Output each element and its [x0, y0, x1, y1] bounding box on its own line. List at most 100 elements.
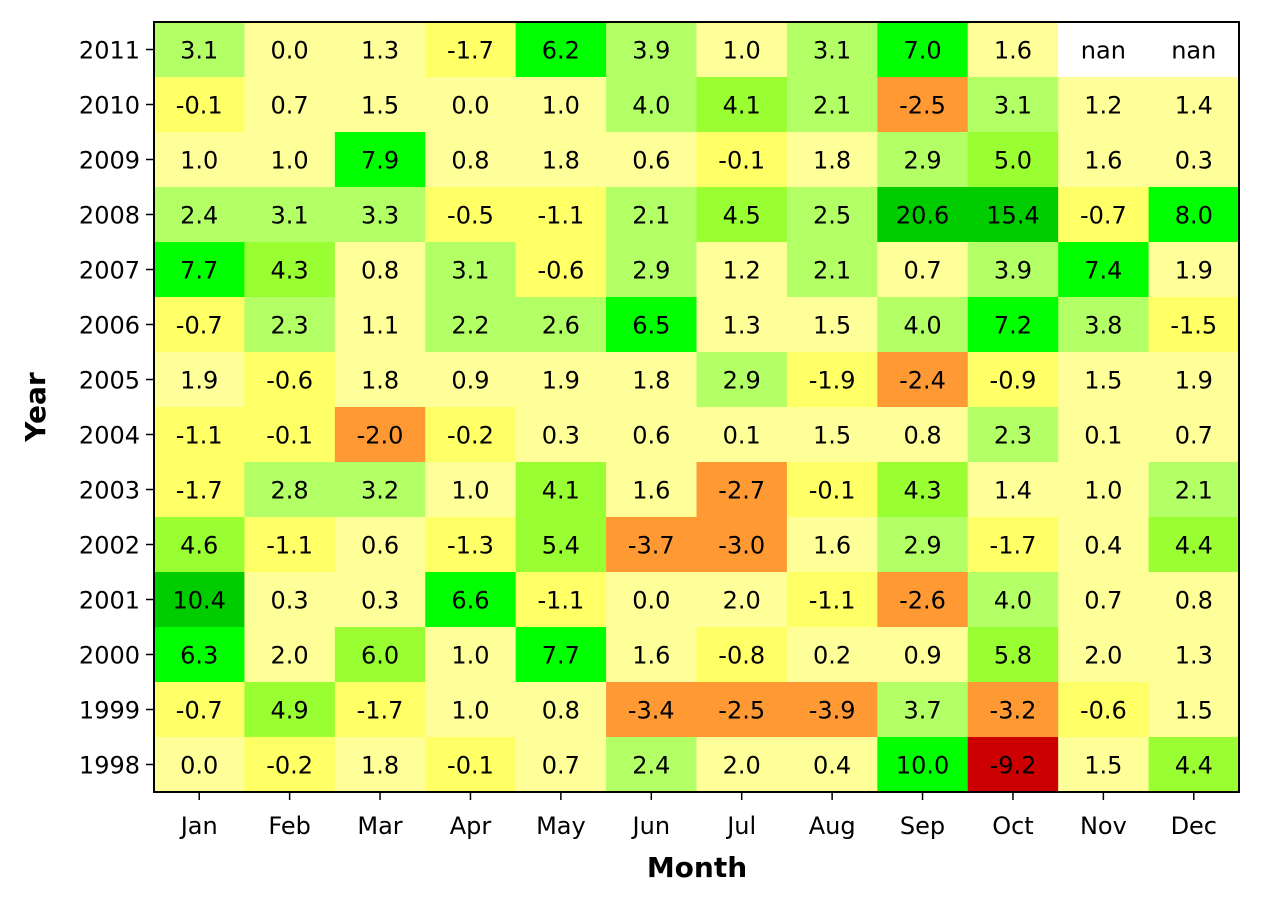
heatmap-cell — [1148, 352, 1240, 408]
cell-value-label: 3.3 — [361, 202, 399, 230]
cell-value-label: 1.6 — [994, 37, 1032, 65]
cell-value-label: 2.3 — [271, 312, 309, 340]
heatmap-cell — [696, 572, 788, 628]
cell-value-label: 0.7 — [903, 257, 941, 285]
heatmap-cell — [154, 187, 245, 243]
cell-value-label: 2.1 — [1175, 477, 1213, 505]
cell-value-label: 2.0 — [1084, 642, 1122, 670]
heatmap-cell — [425, 627, 517, 683]
plot-frame — [153, 21, 1240, 793]
cell-value-label: 1.6 — [632, 642, 670, 670]
cell-value-label: -2.4 — [899, 367, 946, 395]
cell-value-label: 6.6 — [451, 587, 489, 615]
heatmap-cell — [877, 77, 969, 133]
cell-value-label: -0.6 — [266, 367, 313, 395]
cell-value-label: 10.0 — [896, 752, 949, 780]
heatmap-cell — [244, 132, 336, 188]
cell-value-label: 2.6 — [542, 312, 580, 340]
cell-value-label: 5.0 — [994, 147, 1032, 175]
heatmap-cell — [696, 187, 788, 243]
cell-value-label: -0.1 — [176, 92, 223, 120]
heatmap-cell — [1148, 737, 1240, 793]
heatmap-cell — [334, 682, 426, 738]
heatmap-cell — [154, 242, 245, 298]
heatmap-cell — [877, 297, 969, 353]
cell-value-label: 4.6 — [180, 532, 218, 560]
x-tick-label: Sep — [900, 812, 945, 840]
cell-value-label: 1.5 — [813, 312, 851, 340]
y-tick-label: 2011 — [79, 37, 140, 65]
heatmap-cell — [606, 517, 697, 573]
x-tick-label: Jul — [725, 812, 756, 840]
heatmap-cell — [425, 407, 517, 463]
cell-value-label: -0.1 — [809, 477, 856, 505]
heatmap-cell — [696, 22, 788, 78]
heatmap-cell — [606, 187, 697, 243]
cell-value-label: 1.0 — [1084, 477, 1122, 505]
heatmap-cell — [154, 572, 245, 628]
heatmap-cell — [334, 737, 426, 793]
heatmap-cell — [515, 737, 607, 793]
heatmap-cell — [515, 132, 607, 188]
cell-value-label: -2.5 — [718, 697, 765, 725]
cell-value-label: 7.4 — [1084, 257, 1122, 285]
heatmap-cell — [696, 407, 788, 463]
heatmap-cell — [244, 682, 336, 738]
cell-value-label: -0.1 — [718, 147, 765, 175]
cell-value-label: 0.1 — [1084, 422, 1122, 450]
heatmap-cell — [244, 242, 336, 298]
cell-value-label: 2.9 — [723, 367, 761, 395]
x-tick-label: Aug — [809, 812, 856, 840]
heatmap-cell — [515, 407, 607, 463]
heatmap-cell — [606, 737, 697, 793]
cell-value-label: 1.4 — [994, 477, 1032, 505]
cell-value-label: 2.8 — [271, 477, 309, 505]
heatmap-cell — [244, 572, 336, 628]
cell-value-label: 0.0 — [271, 37, 309, 65]
x-tick-label: Mar — [357, 812, 402, 840]
cell-value-label: 3.9 — [994, 257, 1032, 285]
heatmap-cell — [967, 77, 1059, 133]
cell-value-label: -3.4 — [628, 697, 675, 725]
heatmap-cell — [1148, 77, 1240, 133]
cell-value-label: 2.9 — [632, 257, 670, 285]
heatmap-cell — [154, 407, 245, 463]
cell-value-label: -1.9 — [809, 367, 856, 395]
heatmap-cell — [515, 187, 607, 243]
cell-value-label: 0.7 — [1084, 587, 1122, 615]
cell-value-label: 7.0 — [903, 37, 941, 65]
cell-value-label: 1.0 — [271, 147, 309, 175]
cell-value-label: 0.6 — [632, 422, 670, 450]
cell-value-label: 0.8 — [903, 422, 941, 450]
heatmap-cell — [515, 77, 607, 133]
heatmap-cell — [696, 462, 788, 518]
cell-value-label: 2.0 — [271, 642, 309, 670]
cell-value-label: 2.4 — [632, 752, 670, 780]
cell-value-label: 4.5 — [723, 202, 761, 230]
heatmap-cell — [154, 682, 245, 738]
y-tick-label: 2005 — [79, 367, 140, 395]
y-tick-label: 2001 — [79, 587, 140, 615]
cell-value-label: 0.8 — [361, 257, 399, 285]
heatmap-cell — [1148, 682, 1240, 738]
heatmap-cell — [967, 132, 1059, 188]
cell-value-label: 15.4 — [986, 202, 1039, 230]
cell-value-label: 8.0 — [1175, 202, 1213, 230]
cell-value-label: 3.9 — [632, 37, 670, 65]
heatmap-cell — [244, 462, 336, 518]
heatmap-cell — [1058, 242, 1150, 298]
cell-value-label: -0.7 — [176, 697, 223, 725]
heatmap-cell — [515, 352, 607, 408]
heatmap-cell — [244, 737, 336, 793]
y-tick-label: 1998 — [79, 752, 140, 780]
x-tick-label: Dec — [1171, 812, 1217, 840]
x-axis-title: Month — [647, 851, 747, 884]
heatmap-cell — [334, 517, 426, 573]
x-tick-label: May — [536, 812, 586, 840]
cell-value-label: 1.5 — [1084, 367, 1122, 395]
cell-value-label: 3.7 — [903, 697, 941, 725]
cell-value-label: -0.2 — [266, 752, 313, 780]
cell-value-label: 2.0 — [723, 587, 761, 615]
cell-value-label: 1.3 — [361, 37, 399, 65]
cell-value-label: -0.7 — [176, 312, 223, 340]
